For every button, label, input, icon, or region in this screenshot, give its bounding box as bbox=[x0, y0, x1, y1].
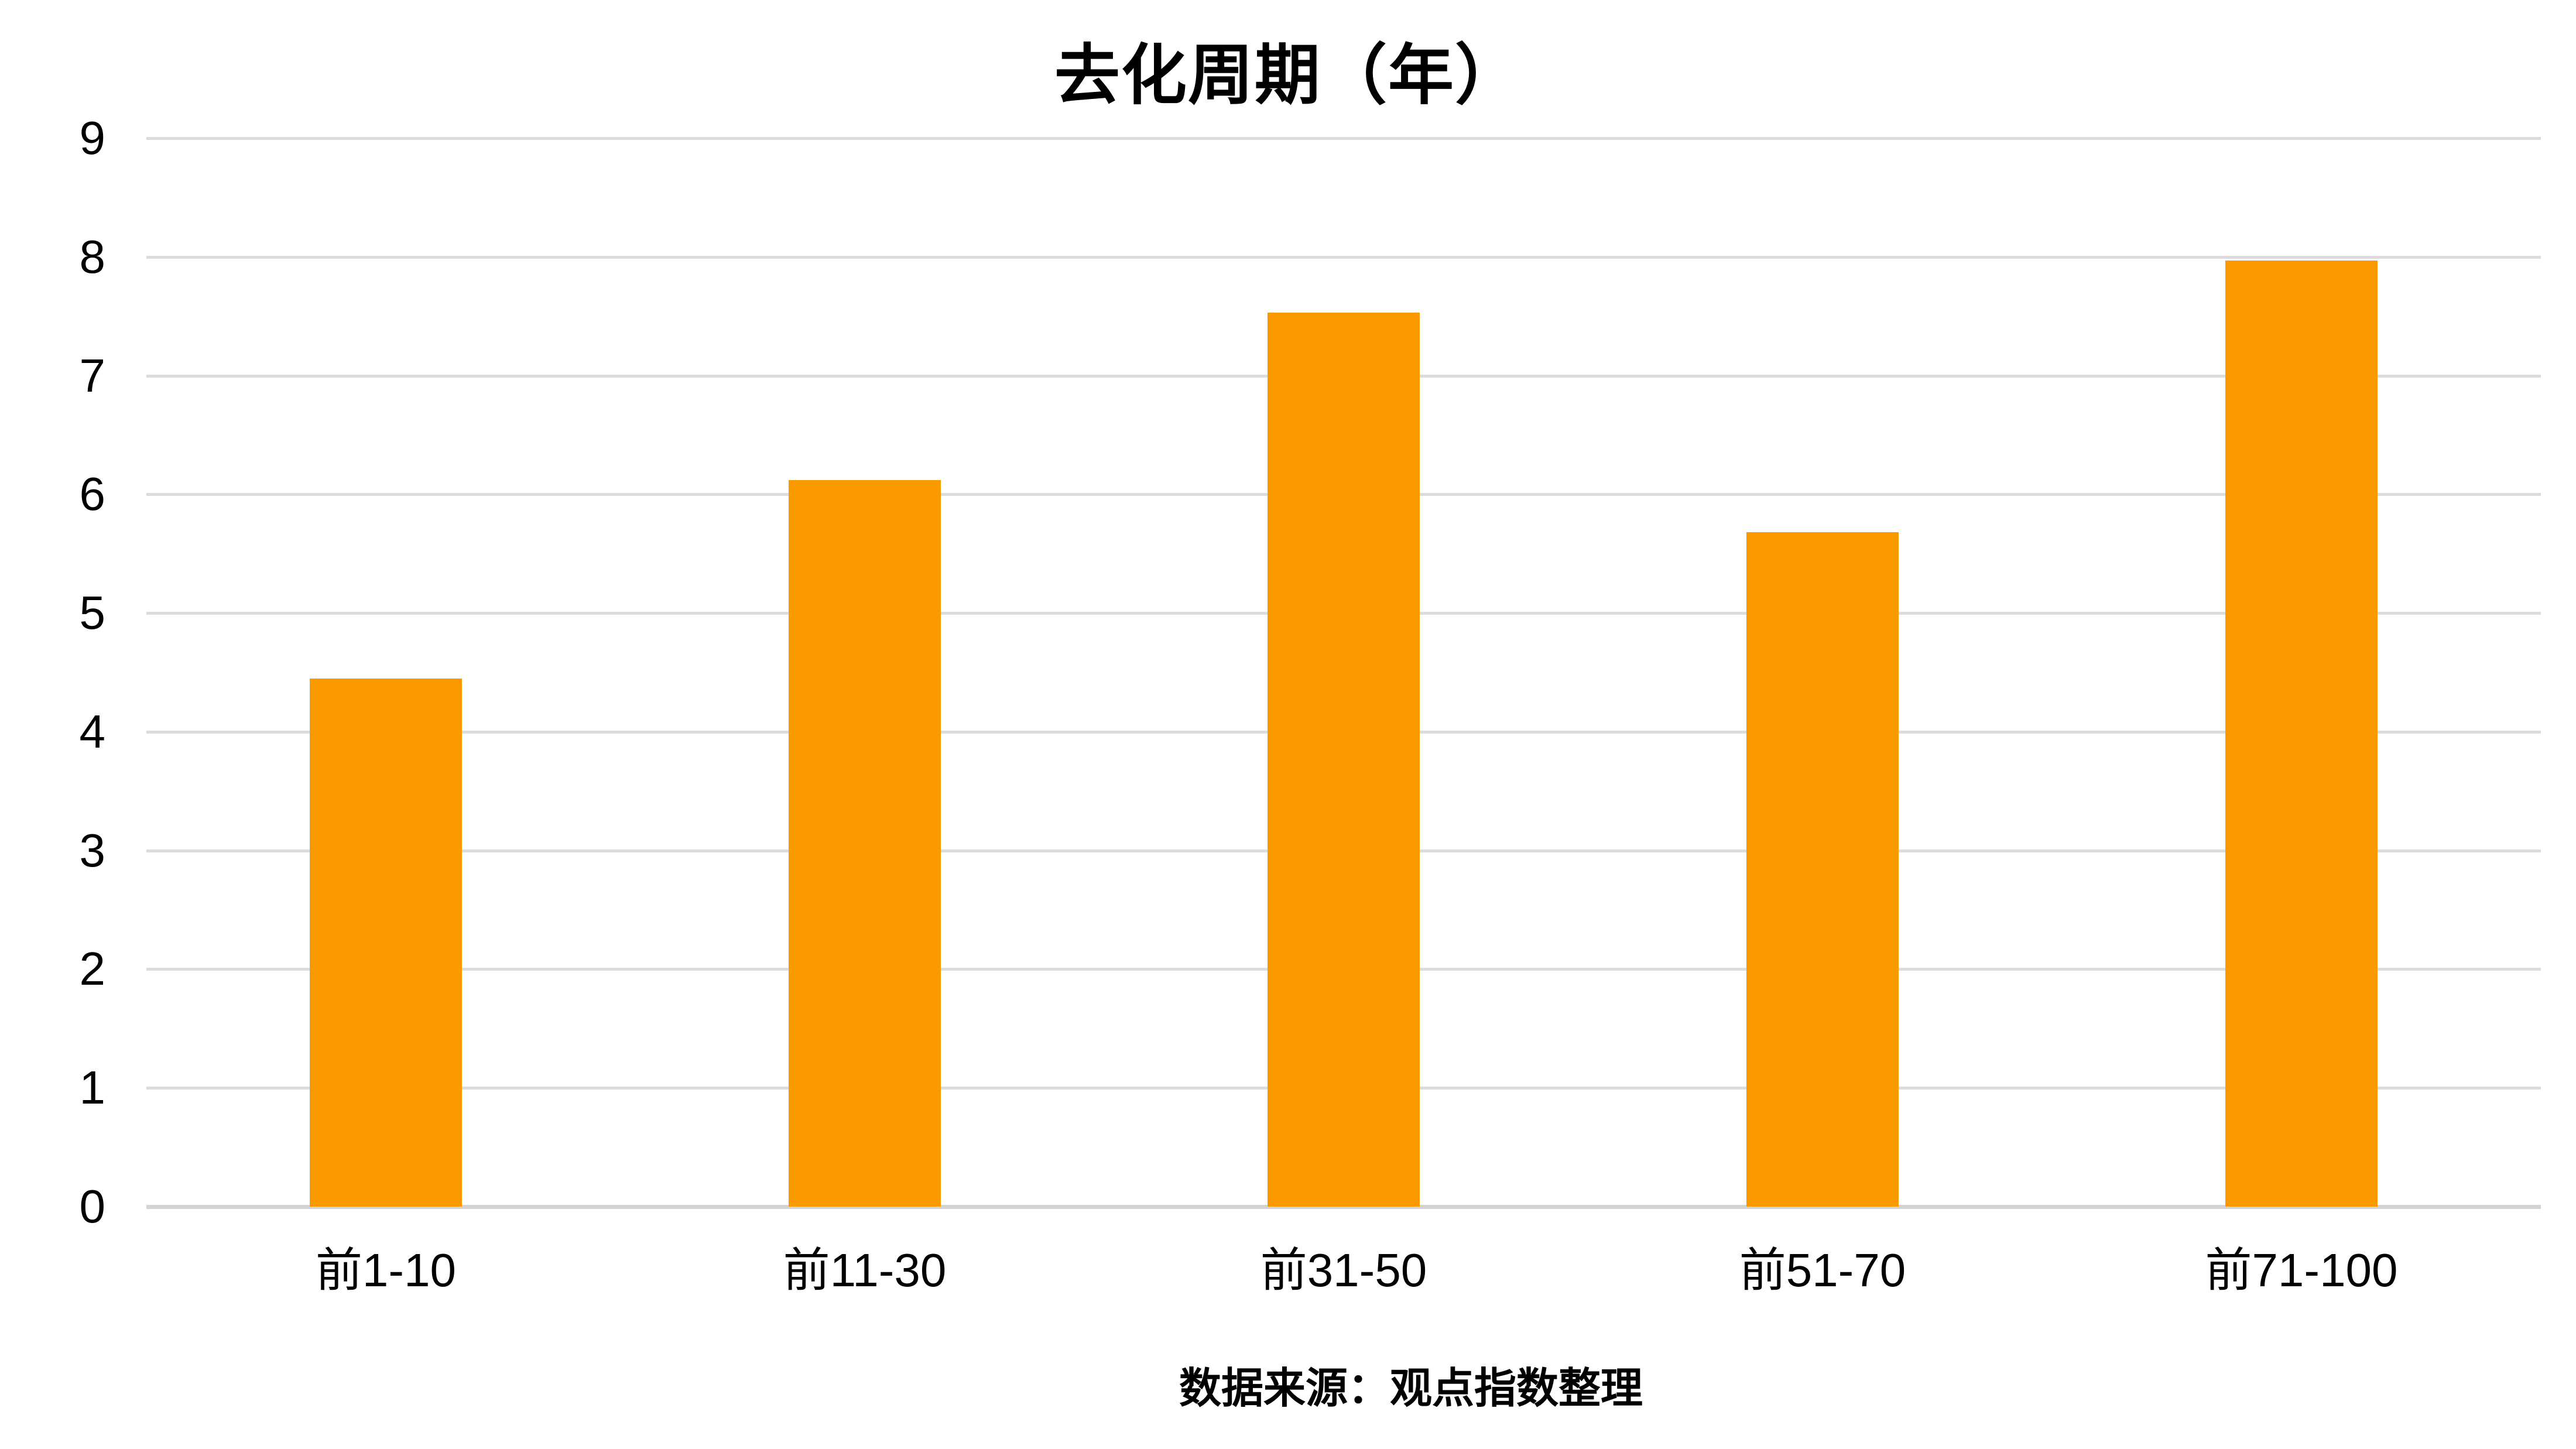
x-axis-baseline bbox=[146, 1205, 2541, 1209]
gridline bbox=[146, 255, 2541, 259]
bar-前1-10 bbox=[310, 678, 462, 1207]
y-tick-label: 4 bbox=[79, 705, 106, 758]
bar-前11-30 bbox=[789, 480, 941, 1207]
plot-area bbox=[146, 137, 2541, 1209]
bar-前71-100 bbox=[2225, 260, 2378, 1207]
source-note: 数据来源：观点指数整理 bbox=[1179, 1365, 1643, 1412]
bar-前51-70 bbox=[1746, 532, 1899, 1207]
x-tick-label: 前1-10 bbox=[315, 1244, 457, 1296]
y-tick-label: 8 bbox=[79, 230, 106, 283]
chart-title: 去化周期（年） bbox=[1054, 39, 1522, 112]
x-tick-label: 前51-70 bbox=[1739, 1244, 1906, 1296]
y-tick-label: 9 bbox=[79, 112, 106, 164]
y-tick-label: 7 bbox=[79, 349, 106, 402]
x-tick-label: 前11-30 bbox=[783, 1244, 947, 1296]
y-tick-label: 3 bbox=[79, 824, 106, 876]
x-tick-label: 前31-50 bbox=[1260, 1244, 1427, 1296]
y-tick-label: 6 bbox=[79, 468, 106, 520]
y-tick-label: 1 bbox=[79, 1061, 106, 1114]
gridline bbox=[146, 137, 2541, 140]
y-axis: 0 1 2 3 4 5 6 7 8 9 bbox=[0, 115, 106, 1230]
x-tick-label: 前71-100 bbox=[2205, 1244, 2398, 1296]
y-tick-label: 5 bbox=[79, 587, 106, 639]
y-tick-label: 2 bbox=[79, 943, 106, 995]
bar-前31-50 bbox=[1268, 313, 1420, 1207]
y-tick-label: 0 bbox=[79, 1180, 106, 1232]
x-axis: 前1-10 前11-30 前31-50 前51-70 前71-100 bbox=[146, 1245, 2541, 1315]
